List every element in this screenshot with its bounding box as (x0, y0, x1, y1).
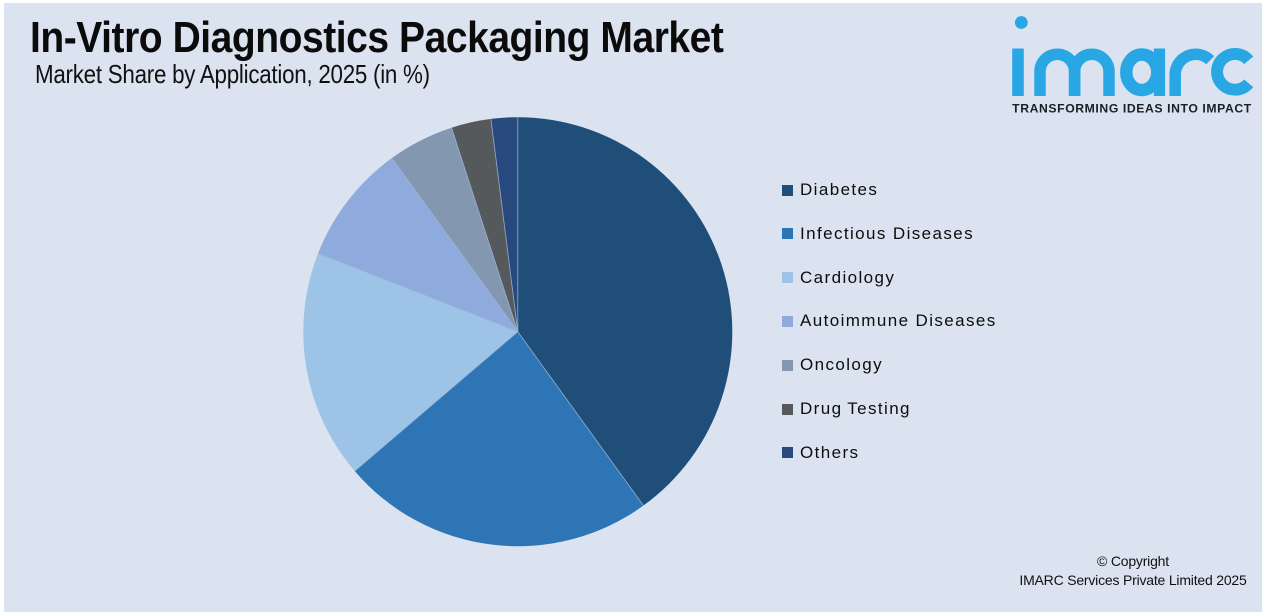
svg-text:TRANSFORMING IDEAS INTO IMPACT: TRANSFORMING IDEAS INTO IMPACT (1012, 102, 1252, 116)
